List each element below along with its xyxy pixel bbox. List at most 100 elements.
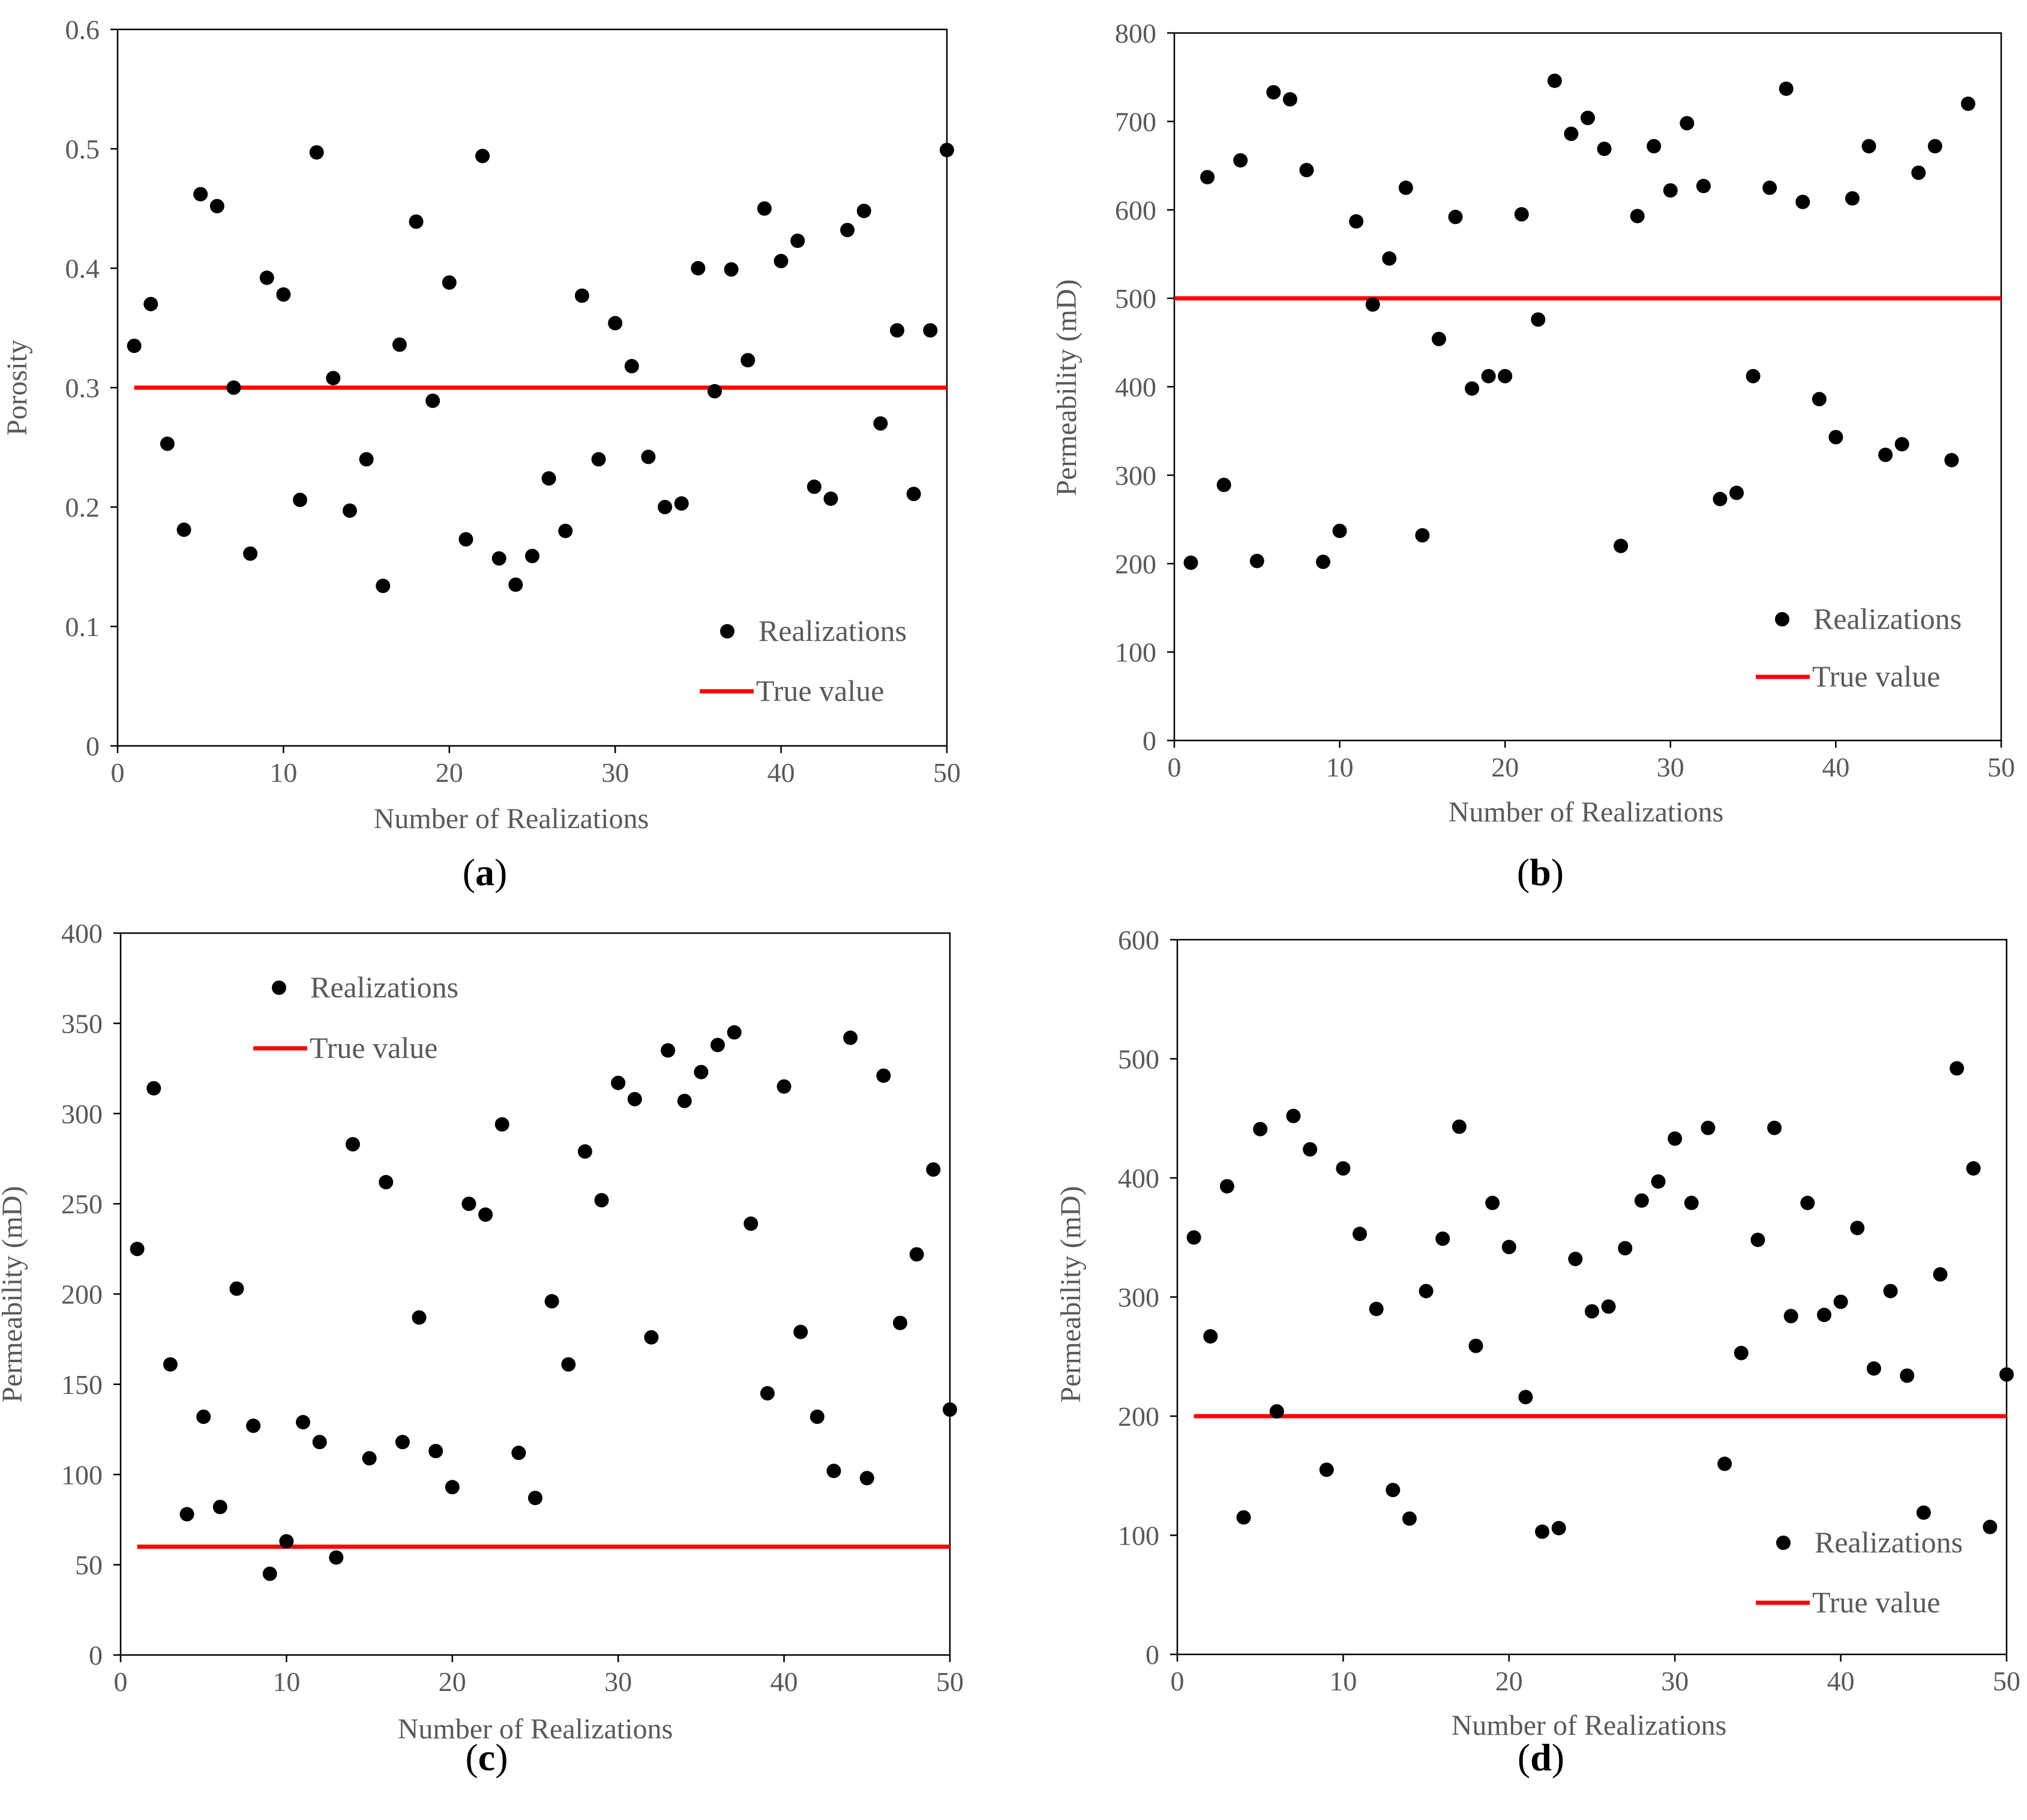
realization-point	[1944, 452, 1959, 467]
realization-point	[259, 270, 274, 285]
realization-point	[574, 288, 589, 303]
realization-point	[544, 1294, 559, 1309]
realization-point	[776, 1079, 791, 1094]
realization-point	[608, 316, 623, 331]
x-tick-label: 10	[1326, 752, 1354, 782]
realization-point	[594, 1193, 609, 1208]
x-axis-label: Number of Realizations	[398, 1713, 673, 1745]
x-tick-label: 50	[1987, 752, 2015, 782]
realization-point	[1894, 437, 1909, 452]
y-tick-label: 400	[1118, 1163, 1159, 1194]
realization-point	[1651, 1174, 1666, 1189]
realization-point	[923, 323, 938, 338]
y-tick-label: 0.6	[65, 14, 100, 45]
realization-point	[694, 1065, 709, 1080]
legend-realizations-marker	[1776, 1536, 1791, 1550]
realization-point	[893, 1315, 908, 1330]
realization-point	[823, 491, 838, 506]
legend-true-value-label: True value	[310, 1031, 437, 1065]
panel-c: 0 10 20 30 40 50 0 50 100 150 200 250 300 350 400 Numbe…	[0, 918, 964, 1779]
realization-point	[342, 503, 357, 518]
realization-point	[707, 383, 722, 398]
realization-point	[1332, 523, 1347, 538]
realization-point	[1618, 1241, 1633, 1256]
realization-point	[806, 479, 821, 494]
realization-point	[508, 577, 523, 592]
realization-point	[809, 1410, 824, 1425]
realization-point	[1833, 1294, 1848, 1309]
y-tick-label: 0	[1143, 725, 1156, 756]
y-tick-label: 0.3	[65, 373, 100, 403]
realization-point	[541, 471, 556, 486]
realization-point	[826, 1464, 841, 1479]
realization-point	[442, 275, 457, 290]
realization-point	[691, 261, 706, 275]
realization-point	[1216, 478, 1231, 493]
realization-point	[279, 1534, 294, 1549]
realization-point	[1253, 1122, 1268, 1137]
x-axis-label: Number of Realizations	[374, 803, 649, 835]
realization-point	[193, 187, 208, 202]
realization-point	[1568, 1251, 1583, 1266]
y-tick-label: 200	[1118, 1401, 1159, 1432]
x-tick-label: 30	[1661, 1666, 1689, 1696]
realization-point	[1353, 1227, 1368, 1242]
y-tick-label: 0.2	[65, 492, 100, 523]
realization-point	[1828, 430, 1843, 445]
realization-point	[1398, 180, 1413, 195]
realization-point	[1762, 180, 1777, 195]
realization-point	[1369, 1302, 1384, 1317]
x-tick-label: 40	[1827, 1666, 1855, 1696]
realization-point	[1647, 139, 1662, 154]
realization-point	[359, 452, 374, 467]
y-tick-label: 0	[86, 731, 100, 761]
realization-point	[212, 1500, 227, 1515]
realization-point	[577, 1144, 592, 1159]
realization-point	[1779, 81, 1794, 96]
legend-true-value-label: True value	[756, 674, 884, 707]
realization-point	[1916, 1505, 1931, 1520]
realization-point	[309, 145, 324, 160]
realization-point	[1303, 1142, 1318, 1157]
realization-point	[1435, 1231, 1450, 1246]
realization-point	[773, 254, 788, 269]
realization-point	[1481, 368, 1496, 383]
realization-point	[1547, 73, 1562, 88]
y-tick-label: 100	[1115, 637, 1156, 668]
realization-point	[143, 296, 158, 311]
legend-true-value-label: True value	[1812, 1585, 1940, 1619]
realization-point	[1465, 381, 1480, 396]
realization-point	[1564, 127, 1579, 142]
realization-point	[229, 1281, 244, 1296]
x-tick-label: 40	[770, 1666, 798, 1697]
realization-point	[395, 1435, 410, 1450]
realization-point	[1601, 1299, 1616, 1314]
realization-point	[724, 262, 739, 277]
realization-point	[127, 338, 142, 353]
realization-point	[196, 1410, 211, 1425]
realization-point	[1883, 1284, 1898, 1299]
realization-point	[840, 223, 855, 238]
y-axis-label: Permeability (mD)	[0, 1186, 28, 1402]
x-tick-label: 40	[767, 757, 795, 788]
realization-point	[1734, 1345, 1749, 1360]
realization-point	[525, 548, 539, 563]
realization-point	[1950, 1061, 1965, 1076]
y-tick-label: 300	[1115, 460, 1156, 491]
realization-point	[793, 1324, 808, 1339]
realization-point	[1186, 1230, 1201, 1245]
realization-point	[1386, 1483, 1401, 1498]
realization-point	[859, 1471, 874, 1486]
x-tick-label: 30	[1657, 752, 1684, 782]
legend-realizations-marker	[1775, 612, 1789, 626]
realization-point	[1717, 1456, 1732, 1471]
y-tick-label: 0.5	[65, 134, 100, 164]
x-tick-label: 10	[1329, 1666, 1357, 1696]
y-tick-label: 400	[61, 918, 103, 949]
realization-point	[674, 496, 689, 511]
realization-point	[461, 1197, 476, 1212]
realization-point	[1402, 1511, 1417, 1526]
realization-point	[1783, 1309, 1798, 1324]
realization-point	[1746, 368, 1761, 383]
